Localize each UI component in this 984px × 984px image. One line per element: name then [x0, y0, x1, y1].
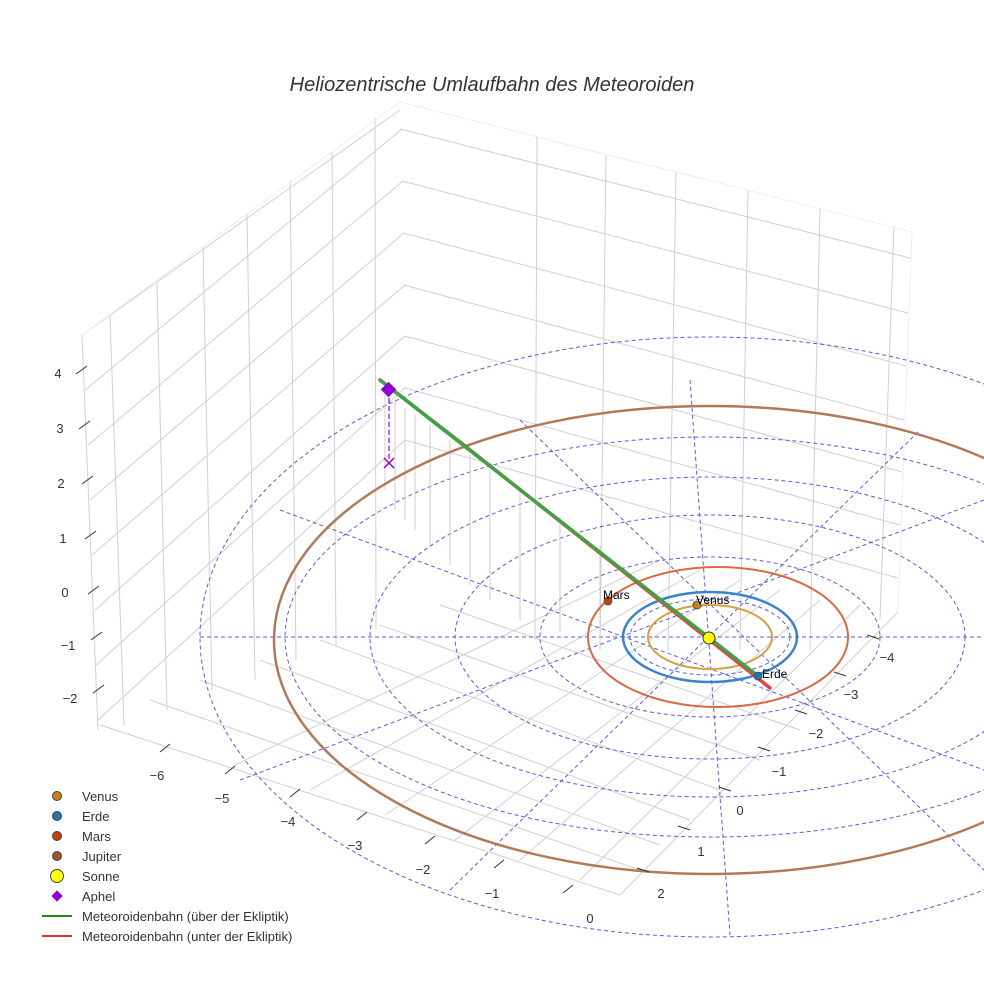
venus-orbit — [647, 604, 773, 670]
y-tick: 1 — [697, 844, 704, 859]
jupiter-orbit — [272, 404, 984, 876]
legend-label: Erde — [82, 808, 110, 824]
mars-dot-icon — [52, 831, 62, 841]
venus-marker[interactable] — [692, 600, 702, 610]
sun-dot-icon — [50, 869, 64, 883]
ecliptic-grid — [199, 336, 984, 938]
y-tick: −1 — [772, 764, 787, 779]
z-tick: −1 — [61, 638, 76, 653]
y-tick: −2 — [809, 726, 824, 741]
legend-item-orbit-above[interactable]: Meteoroidenbahn (über der Ekliptik) — [38, 906, 292, 926]
legend-item-orbit-below[interactable]: Meteoroidenbahn (unter der Ekliptik) — [38, 926, 292, 946]
x-tick: −3 — [348, 838, 363, 853]
y-tick: −3 — [844, 687, 859, 702]
x-tick: −4 — [281, 814, 296, 829]
y-tick: 0 — [736, 803, 743, 818]
y-axis: −4 −3 −2 −1 0 1 2 — [636, 634, 895, 901]
legend-label: Mars — [82, 828, 111, 844]
legend-label: Meteoroidenbahn (unter der Ekliptik) — [82, 928, 293, 944]
aphel-diamond-icon — [51, 890, 63, 902]
x-tick: −5 — [215, 791, 230, 806]
x-tick: −2 — [416, 862, 431, 877]
venus-dot-icon — [52, 791, 62, 801]
legend-item-erde[interactable]: Erde — [38, 806, 292, 826]
z-tick: −2 — [63, 691, 78, 706]
earth-dot-icon — [52, 811, 62, 821]
mars-label: Mars — [603, 588, 630, 602]
legend-label: Aphel — [82, 888, 116, 904]
x-tick: −6 — [150, 768, 165, 783]
x-tick: −1 — [485, 886, 500, 901]
earth-marker[interactable] — [753, 671, 763, 681]
z-tick: 3 — [56, 421, 63, 436]
legend-label: Meteoroidenbahn (über der Ekliptik) — [82, 908, 289, 924]
x-tick: 0 — [586, 911, 593, 926]
legend: Venus Erde Mars Jupiter Sonne Aphel Mete… — [38, 786, 292, 946]
z-axis: 4 3 2 1 0 −1 −2 — [54, 365, 105, 706]
y-tick: −4 — [880, 650, 895, 665]
mars-marker[interactable] — [603, 596, 613, 606]
x-axis: −6 −5 −4 −3 −2 −1 0 — [150, 743, 594, 926]
z-tick: 2 — [57, 476, 64, 491]
legend-item-mars[interactable]: Mars — [38, 826, 292, 846]
legend-label: Jupiter — [82, 848, 122, 864]
legend-label: Sonne — [82, 868, 120, 884]
legend-label: Venus — [82, 788, 119, 804]
aphel-projection-x — [383, 457, 395, 469]
venus-label: Venus — [696, 593, 729, 607]
erde-label: Erde — [762, 667, 788, 681]
z-tick: 4 — [54, 366, 61, 381]
y-tick: 2 — [657, 886, 664, 901]
back-wall-grid — [81, 101, 913, 896]
legend-item-jupiter[interactable]: Jupiter — [38, 846, 292, 866]
mars-orbit — [587, 566, 849, 708]
sun-marker[interactable] — [702, 631, 716, 645]
z-tick: 0 — [61, 585, 68, 600]
red-line-icon — [42, 935, 72, 937]
chart-title: Heliozentrische Umlaufbahn des Meteoroid… — [289, 74, 695, 96]
projection-lines — [384, 392, 601, 640]
z-tick: 1 — [59, 531, 66, 546]
green-line-icon — [42, 915, 72, 917]
legend-item-sonne[interactable]: Sonne — [38, 866, 292, 886]
legend-item-venus[interactable]: Venus — [38, 786, 292, 806]
earth-orbit — [621, 590, 799, 684]
jupiter-dot-icon — [52, 851, 62, 861]
legend-item-aphel[interactable]: Aphel — [38, 886, 292, 906]
